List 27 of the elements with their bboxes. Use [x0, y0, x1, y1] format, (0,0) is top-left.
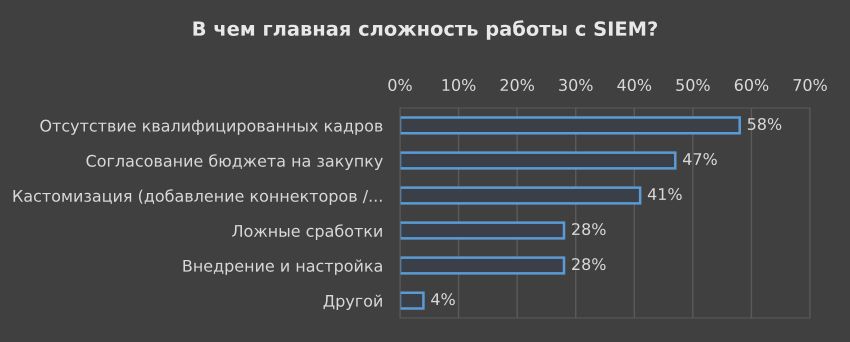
data-label: 47%: [683, 153, 717, 166]
bar: [400, 291, 425, 310]
data-label: 4%: [431, 293, 455, 306]
x-tick-label: 10%: [442, 78, 476, 92]
x-tick-label: 50%: [676, 78, 710, 92]
bar: [400, 221, 566, 240]
x-tick-label: 0%: [388, 78, 412, 92]
y-tick-label: Отсутствие квалифицированных кадров: [40, 120, 382, 135]
bar: [400, 186, 642, 205]
x-tick-label: 40%: [617, 78, 652, 92]
y-tick-label: Другой: [324, 294, 382, 310]
data-label: 28%: [572, 223, 606, 236]
bar: [400, 116, 741, 135]
data-label: 41%: [648, 188, 682, 200]
y-tick-label: Согласование бюджета на закупку: [86, 154, 383, 170]
x-tick-label: 70%: [794, 78, 827, 92]
y-tick-label: Ложные сработки: [232, 224, 382, 240]
y-tick-label: Внедрение и настройка: [183, 260, 382, 275]
bar: [400, 256, 566, 275]
x-tick-label: 30%: [559, 78, 593, 92]
y-tick-label: Кастомизация (добавление коннекторов /...: [14, 189, 382, 206]
data-label: 28%: [572, 258, 606, 270]
chart-title: В чем главная сложность работы с SIEM?: [193, 20, 658, 40]
data-label: 58%: [748, 118, 782, 130]
x-tick-label: 20%: [500, 78, 534, 92]
x-tick-label: 60%: [734, 78, 768, 92]
bar: [400, 151, 677, 170]
